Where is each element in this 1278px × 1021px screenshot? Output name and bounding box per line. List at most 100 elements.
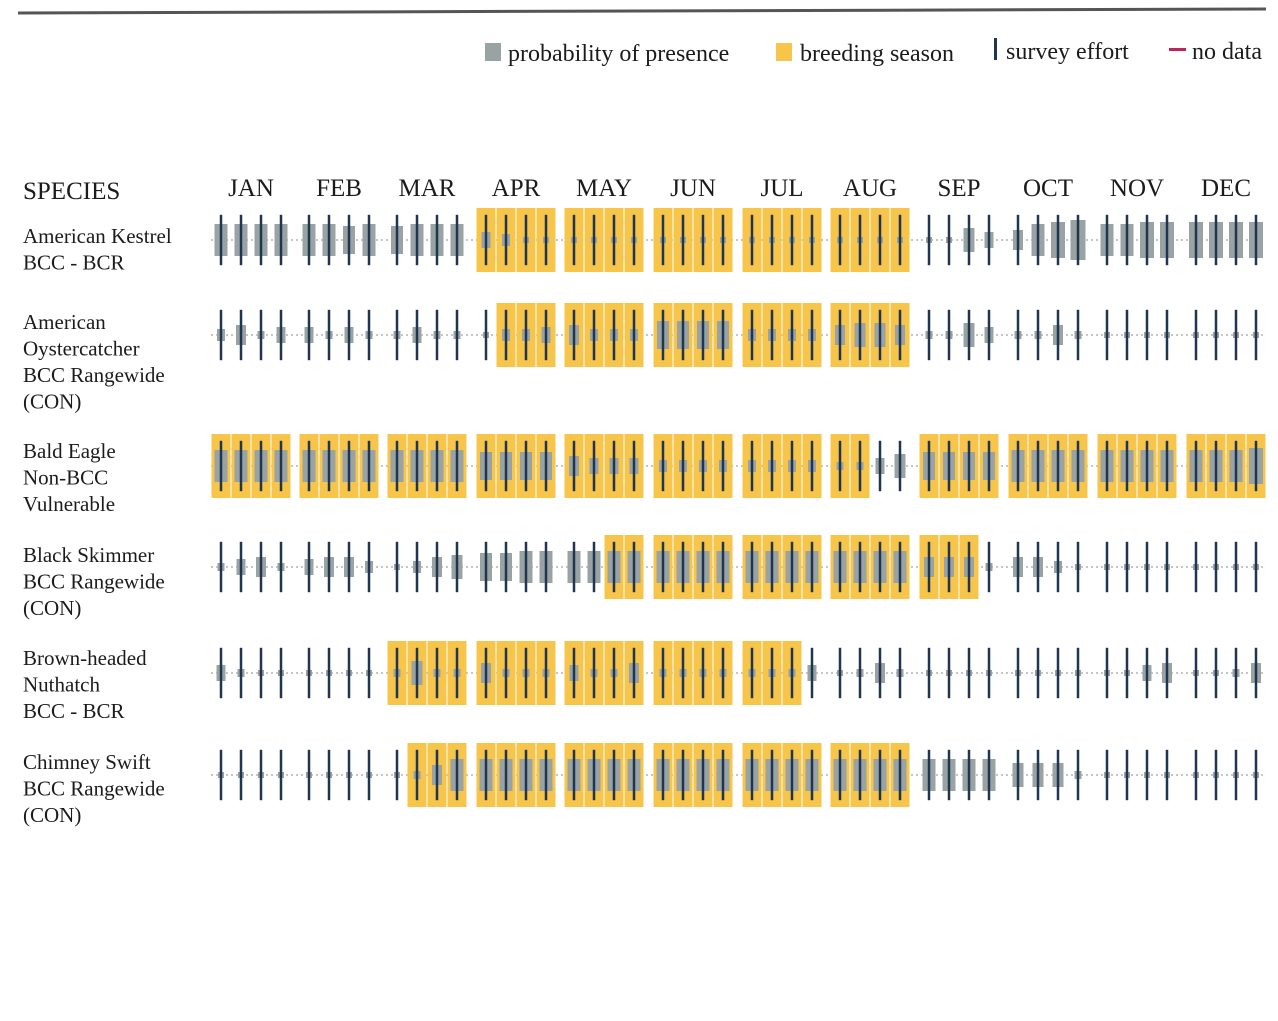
month-label-jun: JUN xyxy=(670,175,716,202)
effort-bar xyxy=(327,440,331,492)
effort-bar xyxy=(572,541,576,593)
effort-bar xyxy=(239,541,243,593)
effort-bar xyxy=(279,647,283,699)
effort-bar xyxy=(524,647,528,699)
effort-bar xyxy=(1165,541,1169,593)
effort-bar xyxy=(327,214,331,266)
effort-bar xyxy=(770,647,774,699)
effort-bar xyxy=(1016,309,1020,361)
breeding-legend-label: breeding season xyxy=(800,41,954,67)
effort-bar xyxy=(1125,749,1129,801)
effort-bar xyxy=(810,541,814,593)
effort-bar xyxy=(367,749,371,801)
month-label-nov: NOV xyxy=(1110,175,1164,202)
effort-bar xyxy=(1076,647,1080,699)
effort-bar xyxy=(612,541,616,593)
effort-bar xyxy=(1214,647,1218,699)
effort-bar xyxy=(858,749,862,801)
effort-bar xyxy=(415,541,419,593)
month-label-aug: AUG xyxy=(843,175,897,202)
effort-bar xyxy=(750,440,754,492)
month-label-oct: OCT xyxy=(1023,175,1073,202)
effort-bar xyxy=(1076,214,1080,266)
effort-bar xyxy=(721,214,725,266)
effort-bar xyxy=(1165,309,1169,361)
effort-bar xyxy=(898,440,902,492)
effort-bar xyxy=(681,440,685,492)
effort-bar xyxy=(701,749,705,801)
effort-bar xyxy=(987,309,991,361)
effort-bar xyxy=(1234,749,1238,801)
effort-bar xyxy=(327,309,331,361)
species-name-line: (CON) xyxy=(23,390,81,414)
effort-bar xyxy=(810,647,814,699)
effort-bar xyxy=(661,309,665,361)
species-name-line: Non-BCC xyxy=(23,466,108,490)
effort-bar xyxy=(838,541,842,593)
effort-bar xyxy=(967,214,971,266)
effort-bar xyxy=(1214,749,1218,801)
effort-bar xyxy=(435,309,439,361)
species-name-line: BCC - BCR xyxy=(23,251,125,275)
effort-bar xyxy=(927,749,931,801)
effort-bar xyxy=(592,647,596,699)
effort-bar xyxy=(1036,309,1040,361)
effort-bar xyxy=(1076,440,1080,492)
effort-bar xyxy=(632,749,636,801)
effort-bar xyxy=(681,749,685,801)
effort-bar xyxy=(395,541,399,593)
effort-bar xyxy=(721,749,725,801)
effort-bar xyxy=(1056,647,1060,699)
effort-bar xyxy=(661,541,665,593)
effort-bar xyxy=(947,214,951,266)
effort-bar xyxy=(1016,749,1020,801)
effort-bar xyxy=(1254,309,1258,361)
month-label-may: MAY xyxy=(576,175,632,202)
effort-bar xyxy=(1056,214,1060,266)
effort-bar xyxy=(435,214,439,266)
effort-bar xyxy=(947,309,951,361)
effort-bar xyxy=(395,647,399,699)
effort-bar xyxy=(790,309,794,361)
effort-bar xyxy=(770,309,774,361)
effort-bar xyxy=(1254,440,1258,492)
effort-bar xyxy=(259,647,263,699)
effort-bar xyxy=(770,214,774,266)
effort-bar xyxy=(632,309,636,361)
effort-bar xyxy=(415,647,419,699)
effort-bar xyxy=(898,214,902,266)
effort-bar xyxy=(572,309,576,361)
effort-bar xyxy=(455,749,459,801)
effort-bar xyxy=(878,541,882,593)
effort-bar xyxy=(790,214,794,266)
effort-bar xyxy=(239,647,243,699)
effort-bar xyxy=(455,647,459,699)
effort-bar xyxy=(415,440,419,492)
effort-bar xyxy=(898,749,902,801)
effort-bar xyxy=(878,647,882,699)
effort-bar xyxy=(1194,440,1198,492)
effort-bar xyxy=(307,541,311,593)
effort-bar xyxy=(544,647,548,699)
effort-bar xyxy=(592,541,596,593)
month-label-jul: JUL xyxy=(760,175,803,202)
effort-bar xyxy=(878,309,882,361)
effort-bar xyxy=(347,214,351,266)
top-rule xyxy=(17,7,1267,15)
effort-bar xyxy=(927,541,931,593)
effort-bar xyxy=(484,541,488,593)
effort-bar xyxy=(967,309,971,361)
effort-bar xyxy=(1016,214,1020,266)
effort-bar xyxy=(239,440,243,492)
effort-bar xyxy=(770,541,774,593)
effort-bar xyxy=(347,647,351,699)
effort-bar xyxy=(750,749,754,801)
month-label-feb: FEB xyxy=(316,175,362,202)
effort-bar xyxy=(681,214,685,266)
presence-legend-swatch xyxy=(485,43,501,61)
effort-bar xyxy=(790,541,794,593)
effort-bar xyxy=(1125,309,1129,361)
effort-bar xyxy=(701,440,705,492)
effort-bar xyxy=(1254,214,1258,266)
effort-bar xyxy=(1254,541,1258,593)
